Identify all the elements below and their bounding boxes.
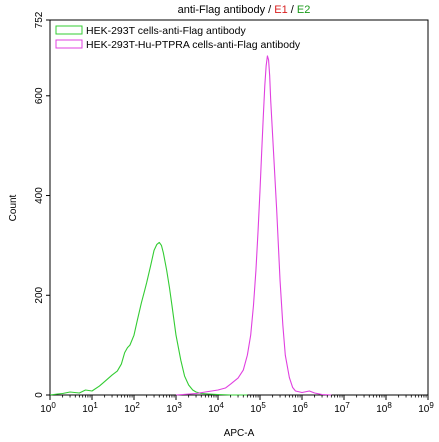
x-tick-label: 103 [166, 401, 182, 415]
axis-layer: 0 200 400 600 752 100 101 102 103 104 105 106 107 108… [34, 11, 434, 415]
title-separator-2: / [288, 4, 297, 16]
y-axis-label: Count [8, 194, 19, 221]
chart-title: anti-Flag antibody / E1 / E2 [178, 4, 311, 16]
legend-swatch-2 [55, 39, 83, 49]
title-e1: E1 [274, 4, 287, 16]
x-tick-label: 100 [40, 401, 56, 415]
legend-label-1: HEK-293T cells-anti-Flag antibody [86, 25, 246, 37]
title-e2: E2 [297, 4, 310, 16]
x-tick-label: 107 [334, 401, 350, 415]
title-prefix: anti-Flag antibody [178, 4, 266, 16]
x-tick-label: 108 [376, 401, 392, 415]
legend-label-2: HEK-293T-Hu-PTPRA cells-anti-Flag antibo… [86, 39, 301, 51]
y-tick-label: 752 [34, 11, 45, 28]
x-tick-label: 109 [418, 401, 434, 415]
x-tick-label: 102 [124, 401, 140, 415]
series-layer [49, 55, 332, 396]
x-tick-label: 101 [82, 401, 98, 415]
x-tick-label: 104 [208, 401, 224, 415]
y-tick-label: 0 [34, 392, 45, 398]
series-line-1 [49, 241, 248, 396]
x-tick-label: 106 [292, 401, 308, 415]
series-line-2 [175, 55, 332, 396]
title-separator-1: / [265, 4, 274, 16]
plot-frame [49, 19, 429, 396]
legend-swatch-1 [55, 25, 83, 35]
x-axis-label: APC-A [224, 428, 255, 439]
x-tick-label: 105 [250, 401, 266, 415]
y-tick-label: 600 [34, 87, 45, 104]
y-tick-label: 200 [34, 286, 45, 303]
legend: HEK-293T cells-anti-Flag antibody HEK-293… [55, 25, 301, 51]
y-tick-label: 400 [34, 187, 45, 204]
